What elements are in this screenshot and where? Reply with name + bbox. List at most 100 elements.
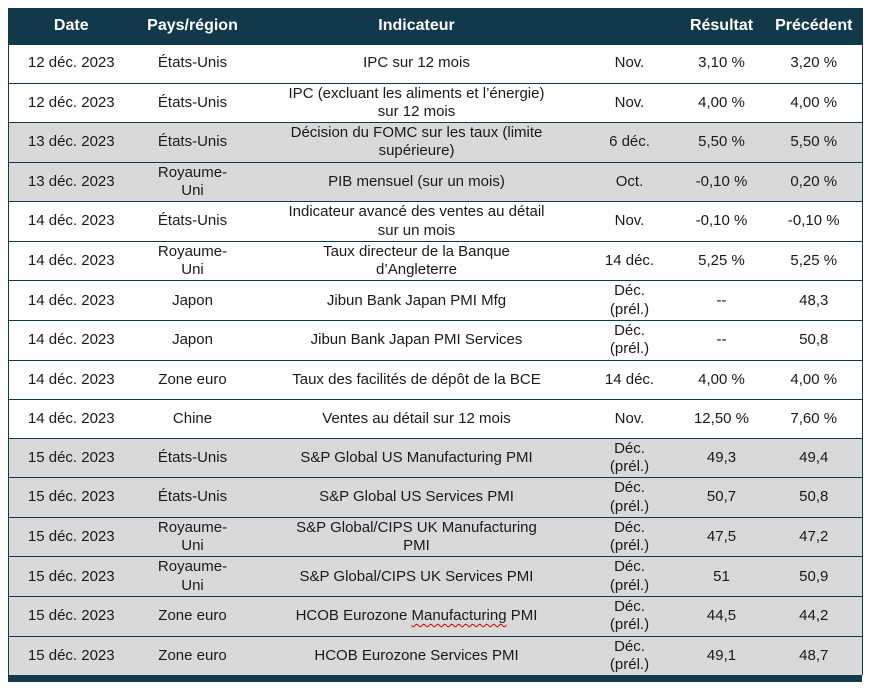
table-bottom-bar bbox=[8, 675, 862, 683]
date-cell: 15 déc. 2023 bbox=[8, 596, 134, 637]
previous-cell: -0,10 % bbox=[765, 201, 863, 242]
period-cell: Déc. (prél.) bbox=[581, 516, 678, 557]
region-cell: Royaume- Uni bbox=[133, 240, 252, 281]
economic-calendar: Date Pays/région Indicateur Résultat Pré… bbox=[8, 8, 863, 683]
table-row: 15 déc. 2023 Royaume- Uni S&P Global/CIP… bbox=[8, 556, 863, 597]
previous-cell: 49,4 bbox=[765, 437, 863, 478]
date-cell: 15 déc. 2023 bbox=[8, 635, 134, 676]
result-cell: 49,3 bbox=[677, 437, 766, 478]
date-cell: 14 déc. 2023 bbox=[8, 320, 134, 361]
region-cell: Chine bbox=[133, 398, 252, 439]
result-cell: -- bbox=[677, 280, 766, 321]
period-cell: Nov. bbox=[581, 398, 678, 439]
indicator-cell: HCOB Eurozone Services PMI bbox=[251, 635, 582, 676]
period-cell: Déc. (prél.) bbox=[581, 556, 678, 597]
previous-cell: 3,20 % bbox=[765, 43, 863, 83]
header-result: Résultat bbox=[677, 8, 766, 44]
previous-cell: 7,60 % bbox=[765, 398, 863, 439]
result-cell: 12,50 % bbox=[677, 398, 766, 439]
result-cell: 44,5 bbox=[677, 596, 766, 637]
region-cell: Royaume- Uni bbox=[133, 556, 252, 597]
period-cell: 14 déc. bbox=[581, 240, 678, 281]
date-cell: 15 déc. 2023 bbox=[8, 437, 134, 478]
table-row: 14 déc. 2023 Japon Jibun Bank Japan PMI … bbox=[8, 280, 863, 321]
region-cell: États-Unis bbox=[133, 82, 252, 123]
indicator-cell: S&P Global US Manufacturing PMI bbox=[251, 437, 582, 478]
period-cell: Déc. (prél.) bbox=[581, 280, 678, 321]
economic-calendar-table: Date Pays/région Indicateur Résultat Pré… bbox=[8, 8, 863, 676]
date-cell: 12 déc. 2023 bbox=[8, 43, 134, 83]
table-row: 14 déc. 2023 Japon Jibun Bank Japan PMI … bbox=[8, 320, 863, 361]
previous-cell: 48,7 bbox=[765, 635, 863, 676]
region-cell: Royaume- Uni bbox=[133, 516, 252, 557]
date-cell: 14 déc. 2023 bbox=[8, 398, 134, 439]
region-cell: États-Unis bbox=[133, 43, 252, 83]
indicator-cell: Jibun Bank Japan PMI Mfg bbox=[251, 280, 582, 321]
previous-cell: 5,25 % bbox=[765, 240, 863, 281]
table-header: Date Pays/région Indicateur Résultat Pré… bbox=[8, 8, 863, 44]
previous-cell: 4,00 % bbox=[765, 82, 863, 123]
date-cell: 14 déc. 2023 bbox=[8, 359, 134, 400]
table-row: 15 déc. 2023 États-Unis S&P Global US Se… bbox=[8, 477, 863, 518]
table-row: 15 déc. 2023 États-Unis S&P Global US Ma… bbox=[8, 437, 863, 478]
previous-cell: 50,8 bbox=[765, 320, 863, 361]
date-cell: 15 déc. 2023 bbox=[8, 477, 134, 518]
table-body: 12 déc. 2023 États-Unis IPC sur 12 mois … bbox=[8, 43, 863, 676]
table-row: 12 déc. 2023 États-Unis IPC (excluant le… bbox=[8, 82, 863, 123]
header-previous: Précédent bbox=[765, 8, 863, 44]
period-cell: Déc. (prél.) bbox=[581, 320, 678, 361]
date-cell: 15 déc. 2023 bbox=[8, 556, 134, 597]
header-row: Date Pays/région Indicateur Résultat Pré… bbox=[8, 8, 863, 44]
period-cell: Déc. (prél.) bbox=[581, 596, 678, 637]
table-row: 14 déc. 2023 États-Unis Indicateur avanc… bbox=[8, 201, 863, 242]
table-row: 15 déc. 2023 Royaume- Uni S&P Global/CIP… bbox=[8, 516, 863, 557]
table-row: 15 déc. 2023 Zone euro HCOB Eurozone Man… bbox=[8, 596, 863, 637]
previous-cell: 47,2 bbox=[765, 516, 863, 557]
date-cell: 14 déc. 2023 bbox=[8, 201, 134, 242]
date-cell: 14 déc. 2023 bbox=[8, 240, 134, 281]
region-cell: États-Unis bbox=[133, 201, 252, 242]
region-cell: États-Unis bbox=[133, 477, 252, 518]
header-indicator: Indicateur bbox=[251, 8, 582, 44]
indicator-cell: S&P Global/CIPS UK Services PMI bbox=[251, 556, 582, 597]
previous-cell: 44,2 bbox=[765, 596, 863, 637]
result-cell: -0,10 % bbox=[677, 161, 766, 202]
date-cell: 15 déc. 2023 bbox=[8, 516, 134, 557]
indicator-cell: PIB mensuel (sur un mois) bbox=[251, 161, 582, 202]
indicator-cell: Indicateur avancé des ventes au détail s… bbox=[251, 201, 582, 242]
date-cell: 12 déc. 2023 bbox=[8, 82, 134, 123]
region-cell: Zone euro bbox=[133, 635, 252, 676]
period-cell: Oct. bbox=[581, 161, 678, 202]
header-date: Date bbox=[8, 8, 134, 44]
result-cell: 5,50 % bbox=[677, 122, 766, 163]
region-cell: Zone euro bbox=[133, 359, 252, 400]
result-cell: 51 bbox=[677, 556, 766, 597]
region-cell: États-Unis bbox=[133, 437, 252, 478]
result-cell: 50,7 bbox=[677, 477, 766, 518]
region-cell: Zone euro bbox=[133, 596, 252, 637]
result-cell: 4,00 % bbox=[677, 82, 766, 123]
table-row: 14 déc. 2023 Zone euro Taux des facilité… bbox=[8, 359, 863, 400]
table-row: 14 déc. 2023 Chine Ventes au détail sur … bbox=[8, 398, 863, 439]
header-period bbox=[581, 8, 678, 44]
previous-cell: 50,9 bbox=[765, 556, 863, 597]
period-cell: Nov. bbox=[581, 82, 678, 123]
indicator-cell: HCOB Eurozone Manufacturing PMI bbox=[251, 596, 582, 637]
result-cell: 5,25 % bbox=[677, 240, 766, 281]
result-cell: 47,5 bbox=[677, 516, 766, 557]
indicator-cell: Taux des facilités de dépôt de la BCE bbox=[251, 359, 582, 400]
period-cell: 14 déc. bbox=[581, 359, 678, 400]
table-row: 14 déc. 2023 Royaume- Uni Taux directeur… bbox=[8, 240, 863, 281]
date-cell: 13 déc. 2023 bbox=[8, 122, 134, 163]
region-cell: États-Unis bbox=[133, 122, 252, 163]
previous-cell: 4,00 % bbox=[765, 359, 863, 400]
indicator-cell: Jibun Bank Japan PMI Services bbox=[251, 320, 582, 361]
table-row: 13 déc. 2023 Royaume- Uni PIB mensuel (s… bbox=[8, 161, 863, 202]
indicator-cell: IPC (excluant les aliments et l’énergie)… bbox=[251, 82, 582, 123]
spellcheck-underline: Manufacturing bbox=[411, 607, 507, 625]
previous-cell: 50,8 bbox=[765, 477, 863, 518]
result-cell: 3,10 % bbox=[677, 43, 766, 83]
date-cell: 14 déc. 2023 bbox=[8, 280, 134, 321]
indicator-cell: Décision du FOMC sur les taux (limite su… bbox=[251, 122, 582, 163]
region-cell: Japon bbox=[133, 280, 252, 321]
